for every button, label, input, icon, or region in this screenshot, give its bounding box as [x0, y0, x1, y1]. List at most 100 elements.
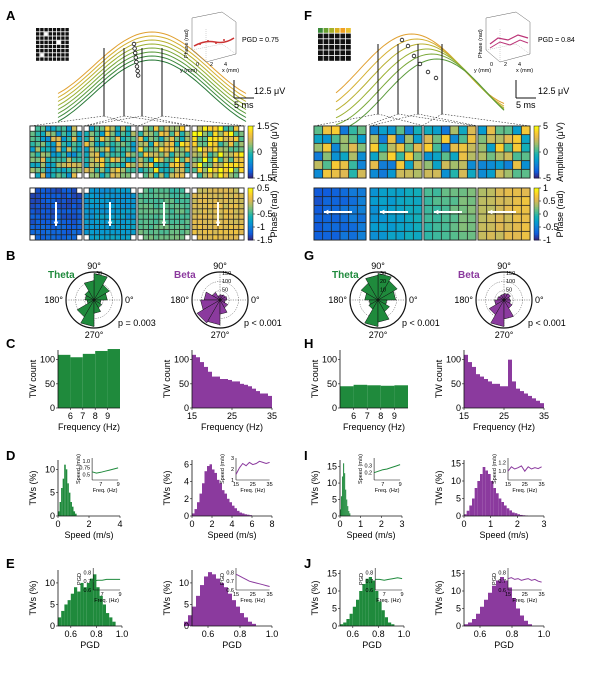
heatmap-cell: [148, 224, 154, 230]
heatmap-cell: [51, 235, 56, 240]
heatmap-cell: [138, 173, 143, 178]
colorbar-segment: [248, 164, 253, 167]
heatmap-cell: [487, 135, 495, 143]
histogram-bar: [343, 463, 345, 516]
histogram-bar: [504, 580, 508, 626]
heatmap-cell: [180, 230, 185, 235]
heatmap-cell: [521, 197, 530, 205]
y-tick-label: 10: [179, 578, 189, 588]
heatmap-cell: [56, 188, 61, 193]
x-tick-label: 1: [488, 519, 493, 529]
colorbar-segment: [248, 194, 253, 198]
x-tick-label: 0.6: [202, 629, 215, 639]
heatmap-cell: [94, 214, 100, 219]
heatmap-cell: [30, 188, 35, 193]
polar-title: Beta: [174, 270, 196, 281]
histogram-bar: [484, 379, 488, 408]
heatmap-cell: [138, 214, 143, 219]
colorbar-segment: [534, 191, 539, 194]
y-tick-label: 0: [332, 403, 337, 413]
heatmap-cell: [148, 204, 154, 209]
histogram-bar: [86, 582, 90, 626]
electrode: [340, 39, 346, 44]
heatmap-cell: [159, 157, 164, 162]
heatmap-cell: [202, 209, 208, 214]
heatmap-cell: [66, 193, 72, 198]
heatmap-cell: [89, 152, 94, 157]
colorbar-tick-label: 0: [257, 196, 262, 206]
electrode: [65, 53, 69, 57]
heatmap-cell: [46, 188, 51, 193]
heatmap-cell: [174, 193, 180, 198]
heatmap-cell: [197, 131, 202, 136]
heatmap-cell: [314, 231, 323, 240]
x-tick-label: 0.6: [65, 629, 78, 639]
heatmap-cell: [387, 135, 396, 143]
electrode: [65, 49, 69, 53]
colorbar-segment: [534, 233, 539, 236]
heatmap-cell: [513, 223, 521, 231]
electrode: [323, 33, 329, 39]
y-tick-label: 10: [451, 586, 461, 596]
heatmap-cell: [504, 161, 513, 169]
left-scale-bar: 12.5 μV 5 ms: [233, 80, 285, 110]
heatmap-cell: [77, 126, 82, 131]
zoom-guide: [369, 113, 419, 127]
colorbar-segment: [248, 193, 253, 196]
colorbar-segment: [534, 174, 539, 177]
polar-label-0: 0°: [251, 295, 260, 305]
heatmap-cell: [185, 157, 190, 162]
heatmap-cell: [174, 214, 180, 219]
heatmap-cell: [487, 152, 495, 161]
histogram-bar: [228, 379, 232, 408]
heatmap-cell: [164, 131, 169, 136]
left-3d-phase-label: Phase (rad): [184, 29, 190, 58]
heatmap-cell: [234, 198, 239, 204]
histogram-bar: [247, 514, 250, 516]
colorbar-segment: [534, 167, 539, 170]
heatmap-cell: [30, 204, 35, 209]
histogram-bar: [368, 577, 372, 626]
inset-line: [235, 573, 270, 587]
heatmap-cell: [504, 169, 513, 178]
histogram-bar: [200, 585, 204, 626]
inset-y-label: PGD: [359, 573, 365, 585]
heatmap-cell: [459, 135, 467, 143]
heatmap-cell: [148, 126, 154, 131]
heatmap-cell: [66, 162, 72, 168]
heatmap-cell: [84, 193, 89, 198]
histogram-bar: [220, 582, 224, 626]
x-tick-label: 0.8: [372, 629, 385, 639]
heatmap-cell: [370, 152, 379, 161]
histogram-bar: [391, 624, 395, 626]
polar-petal: [503, 299, 511, 304]
histogram-bar: [346, 619, 350, 626]
right-3d-phase-inset: y (mm) x (mm) Phase (rad) 0 2 4: [474, 11, 533, 74]
heatmap-cell: [84, 136, 89, 142]
heatmap-cell: [154, 209, 159, 214]
x-tick-label: 8: [93, 411, 98, 421]
y-tick-label: 100: [40, 355, 55, 365]
colorbar-segment: [248, 191, 253, 194]
heatmap-cell: [89, 230, 94, 235]
left-phase-maps: [29, 187, 245, 241]
heatmap-cell: [169, 142, 174, 147]
heatmap-cell: [120, 136, 126, 142]
heatmap-cell: [202, 188, 208, 193]
colorbar-segment: [534, 207, 539, 210]
colorbar-segment: [534, 196, 539, 199]
heatmap-cell: [228, 230, 234, 235]
heatmap-cell: [239, 198, 244, 204]
histogram-bar: [484, 599, 488, 626]
histogram-bar: [65, 469, 68, 516]
heatmap-cell: [487, 188, 495, 197]
x-tick-label: 25: [227, 411, 237, 421]
electrode: [57, 49, 61, 53]
y-tick-label: 50: [451, 379, 461, 389]
heatmap-cell: [110, 142, 115, 147]
electrode: [340, 50, 346, 56]
histogram-bar: [340, 624, 344, 626]
